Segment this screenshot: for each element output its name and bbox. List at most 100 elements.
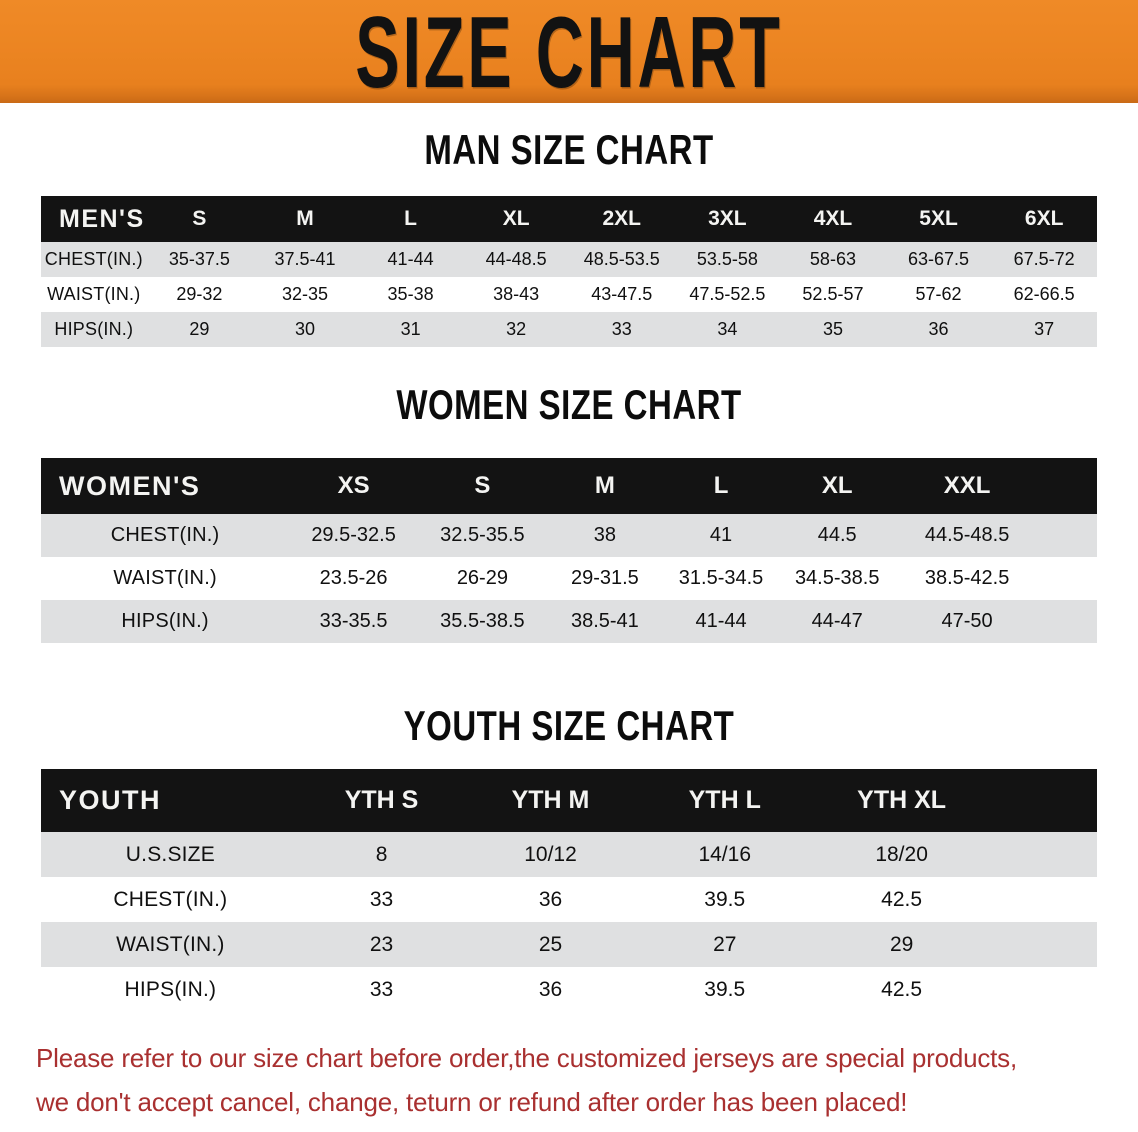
youth-hips-xl: 42.5	[811, 967, 992, 1012]
men-row-label-waist: WAIST(IN.)	[41, 277, 147, 312]
men-hips-3xl: 34	[674, 312, 781, 347]
youth-row-label-chest: CHEST(IN.)	[41, 877, 300, 922]
youth-row-label-us-size: U.S.SIZE	[41, 832, 300, 877]
women-row-label-chest: CHEST(IN.)	[41, 514, 290, 557]
order-policy-note: Please refer to our size chart before or…	[36, 1036, 1102, 1124]
youth-hips-s: 33	[299, 967, 464, 1012]
men-hips-5xl: 36	[885, 312, 992, 347]
men-size-col-s: S	[146, 196, 253, 242]
youth-table-header: YOUTH YTH S YTH M YTH L YTH XL	[41, 769, 1097, 832]
youth-us-size-s: 8	[299, 832, 464, 877]
women-chest-m: 38	[546, 514, 663, 557]
women-waist-filler	[1038, 557, 1097, 600]
men-row-label-chest: CHEST(IN.)	[41, 242, 147, 277]
men-chest-2xl: 48.5-53.5	[568, 242, 675, 277]
youth-chest-m: 36	[463, 877, 638, 922]
men-hips-4xl: 35	[780, 312, 886, 347]
youth-size-col-l: YTH L	[637, 769, 812, 832]
women-hips-filler	[1038, 600, 1097, 643]
men-size-col-3xl: 3XL	[674, 196, 781, 242]
page-banner: SIZE CHART	[0, 0, 1138, 103]
women-waist-l: 31.5-34.5	[662, 557, 780, 600]
men-corner-label: MEN'S	[41, 196, 147, 242]
women-size-table: WOMEN'S XS S M L XL XXL CHEST(IN.) 29.5-…	[41, 458, 1097, 643]
youth-chest-l: 39.5	[637, 877, 812, 922]
men-chest-s: 35-37.5	[146, 242, 253, 277]
men-chest-5xl: 63-67.5	[885, 242, 992, 277]
men-hips-s: 29	[146, 312, 253, 347]
women-hips-m: 38.5-41	[546, 600, 663, 643]
women-row-label-waist: WAIST(IN.)	[41, 557, 290, 600]
men-hips-m: 30	[252, 312, 358, 347]
women-size-col-s: S	[417, 458, 547, 514]
women-waist-xs: 23.5-26	[289, 557, 418, 600]
youth-size-col-m: YTH M	[463, 769, 638, 832]
women-chest-xxl: 44.5-48.5	[895, 514, 1039, 557]
women-chest-filler	[1038, 514, 1097, 557]
women-hips-xs: 33-35.5	[289, 600, 418, 643]
men-table-header: MEN'S S M L XL 2XL 3XL 4XL 5XL 6XL	[41, 196, 1097, 242]
table-row: HIPS(IN.) 29 30 31 32 33 34 35 36 37	[41, 312, 1097, 347]
men-row-label-hips: HIPS(IN.)	[41, 312, 147, 347]
men-hips-l: 31	[357, 312, 464, 347]
women-size-col-xs: XS	[289, 458, 418, 514]
youth-us-size-m: 10/12	[463, 832, 638, 877]
men-waist-6xl: 62-66.5	[991, 277, 1097, 312]
section-title-youth: YOUTH SIZE CHART	[403, 702, 735, 749]
men-waist-2xl: 43-47.5	[568, 277, 675, 312]
table-row: HIPS(IN.) 33 36 39.5 42.5	[41, 967, 1097, 1012]
youth-row-label-hips: HIPS(IN.)	[41, 967, 300, 1012]
section-title-man: MAN SIZE CHART	[424, 126, 714, 173]
men-waist-xl: 38-43	[463, 277, 569, 312]
youth-us-size-xl: 18/20	[811, 832, 992, 877]
youth-us-size-filler	[991, 832, 1097, 877]
youth-waist-l: 27	[637, 922, 812, 967]
men-size-col-4xl: 4XL	[780, 196, 886, 242]
men-table-body: CHEST(IN.) 35-37.5 37.5-41 41-44 44-48.5…	[41, 242, 1097, 347]
men-chest-m: 37.5-41	[252, 242, 358, 277]
men-header-row: MEN'S S M L XL 2XL 3XL 4XL 5XL 6XL	[41, 196, 1097, 242]
youth-chest-xl: 42.5	[811, 877, 992, 922]
order-policy-note-line-2: we don't accept cancel, change, teturn o…	[36, 1087, 908, 1117]
youth-chest-filler	[991, 877, 1097, 922]
men-waist-5xl: 57-62	[885, 277, 992, 312]
section-title-women: WOMEN SIZE CHART	[396, 381, 742, 428]
youth-row-label-waist: WAIST(IN.)	[41, 922, 300, 967]
men-chest-l: 41-44	[357, 242, 464, 277]
table-row: HIPS(IN.) 33-35.5 35.5-38.5 38.5-41 41-4…	[41, 600, 1097, 643]
men-hips-6xl: 37	[991, 312, 1097, 347]
men-hips-xl: 32	[463, 312, 569, 347]
youth-size-col-xl: YTH XL	[811, 769, 992, 832]
women-chest-xl: 44.5	[779, 514, 896, 557]
order-policy-note-line-1: Please refer to our size chart before or…	[36, 1043, 1018, 1073]
youth-hips-m: 36	[463, 967, 638, 1012]
men-size-col-5xl: 5XL	[885, 196, 992, 242]
youth-header-filler	[991, 769, 1097, 832]
women-chest-xs: 29.5-32.5	[289, 514, 418, 557]
women-chest-s: 32.5-35.5	[417, 514, 547, 557]
women-waist-xxl: 38.5-42.5	[895, 557, 1039, 600]
men-size-col-m: M	[252, 196, 358, 242]
youth-hips-filler	[991, 967, 1097, 1012]
women-hips-s: 35.5-38.5	[417, 600, 547, 643]
youth-size-table: YOUTH YTH S YTH M YTH L YTH XL U.S.SIZE …	[41, 769, 1097, 1012]
men-waist-3xl: 47.5-52.5	[674, 277, 781, 312]
table-row: CHEST(IN.) 29.5-32.5 32.5-35.5 38 41 44.…	[41, 514, 1097, 557]
men-size-col-6xl: 6XL	[991, 196, 1097, 242]
men-waist-m: 32-35	[252, 277, 358, 312]
women-corner-label: WOMEN'S	[41, 458, 290, 514]
women-hips-xl: 44-47	[779, 600, 896, 643]
women-row-label-hips: HIPS(IN.)	[41, 600, 290, 643]
table-row: WAIST(IN.) 23 25 27 29	[41, 922, 1097, 967]
women-header-filler	[1038, 458, 1097, 514]
women-table-body: CHEST(IN.) 29.5-32.5 32.5-35.5 38 41 44.…	[41, 514, 1097, 643]
youth-chest-s: 33	[299, 877, 464, 922]
youth-size-col-s: YTH S	[299, 769, 464, 832]
youth-hips-l: 39.5	[637, 967, 812, 1012]
men-size-table: MEN'S S M L XL 2XL 3XL 4XL 5XL 6XL CHEST…	[41, 196, 1097, 347]
women-hips-l: 41-44	[662, 600, 780, 643]
men-chest-4xl: 58-63	[780, 242, 886, 277]
men-size-col-l: L	[357, 196, 464, 242]
youth-waist-filler	[991, 922, 1097, 967]
